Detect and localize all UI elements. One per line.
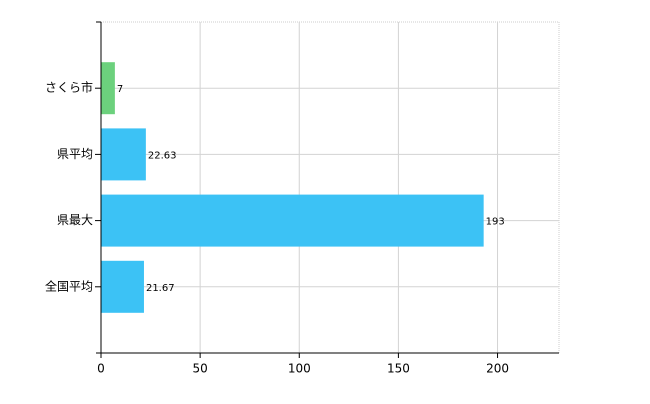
value-label: 22.63 bbox=[148, 150, 177, 161]
x-tick-label: 200 bbox=[486, 362, 509, 376]
value-label: 7 bbox=[117, 84, 123, 95]
x-tick-label: 150 bbox=[387, 362, 410, 376]
bar bbox=[101, 62, 115, 115]
y-tick-label: 県平均 bbox=[57, 147, 93, 161]
y-tick-label: 県最大 bbox=[57, 213, 93, 227]
bar bbox=[101, 194, 484, 247]
x-tick-label: 100 bbox=[288, 362, 311, 376]
y-tick-label: さくら市 bbox=[45, 80, 93, 95]
value-label: 21.67 bbox=[146, 283, 175, 294]
value-label: 193 bbox=[486, 217, 505, 228]
x-tick-label: 0 bbox=[97, 362, 105, 376]
x-tick-label: 50 bbox=[192, 362, 207, 376]
bar bbox=[101, 128, 146, 181]
bar bbox=[101, 260, 144, 313]
y-tick-label: 全国平均 bbox=[45, 278, 93, 293]
